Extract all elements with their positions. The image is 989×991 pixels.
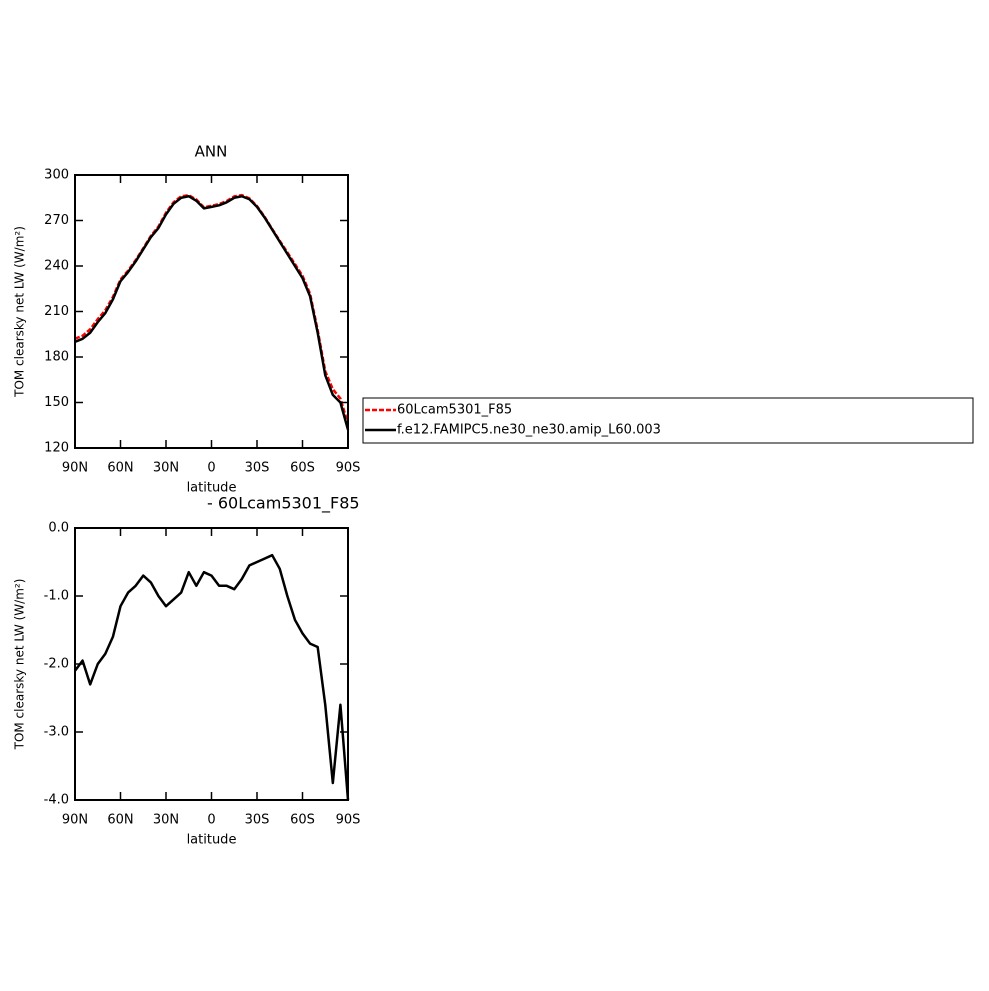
y-axis-label: TOM clearsky net LW (W/m²) bbox=[13, 579, 27, 751]
y-tick-label: -1.0 bbox=[44, 589, 69, 604]
chart-title: - 60Lcam5301_F85 bbox=[207, 494, 360, 514]
data-line bbox=[74, 194, 350, 431]
y-tick-label: 240 bbox=[44, 259, 69, 274]
x-tick-label: 90S bbox=[336, 461, 361, 476]
y-tick-label: 0.0 bbox=[48, 521, 69, 536]
plot-frame bbox=[74, 174, 349, 449]
y-tick-label: 120 bbox=[44, 441, 69, 456]
x-tick-label: 60S bbox=[290, 461, 315, 476]
x-tick-label: 90N bbox=[62, 813, 88, 828]
x-tick-label: 0 bbox=[207, 813, 215, 828]
y-tick-label: 210 bbox=[44, 304, 69, 319]
y-axis-label: TOM clearsky net LW (W/m²) bbox=[13, 226, 27, 398]
x-tick-label: 30N bbox=[153, 461, 179, 476]
data-line bbox=[74, 193, 350, 425]
legend-label: 60Lcam5301_F85 bbox=[397, 403, 512, 418]
y-tick-label: 180 bbox=[44, 350, 69, 365]
x-tick-label: 90N bbox=[62, 461, 88, 476]
x-tick-label: 30S bbox=[245, 461, 270, 476]
x-tick-label: 0 bbox=[207, 461, 215, 476]
x-axis-label: latitude bbox=[187, 481, 237, 496]
y-tick-label: -4.0 bbox=[44, 793, 69, 808]
x-axis-label: latitude bbox=[187, 833, 237, 848]
x-tick-label: 60N bbox=[107, 461, 133, 476]
y-tick-label: -3.0 bbox=[44, 725, 69, 740]
x-tick-label: 30S bbox=[245, 813, 270, 828]
x-tick-label: 60S bbox=[290, 813, 315, 828]
chart-title: ANN bbox=[195, 143, 228, 161]
x-tick-label: 90S bbox=[336, 813, 361, 828]
x-tick-label: 30N bbox=[153, 813, 179, 828]
plot-frame bbox=[74, 527, 349, 801]
y-tick-label: 150 bbox=[44, 395, 69, 410]
y-tick-label: 300 bbox=[44, 168, 69, 183]
x-tick-label: 60N bbox=[107, 813, 133, 828]
y-tick-label: 270 bbox=[44, 213, 69, 228]
y-tick-label: -2.0 bbox=[44, 657, 69, 672]
legend-box bbox=[362, 397, 974, 444]
legend-label: f.e12.FAMIPC5.ne30_ne30.amip_L60.003 bbox=[397, 423, 661, 438]
data-line bbox=[73, 553, 350, 801]
